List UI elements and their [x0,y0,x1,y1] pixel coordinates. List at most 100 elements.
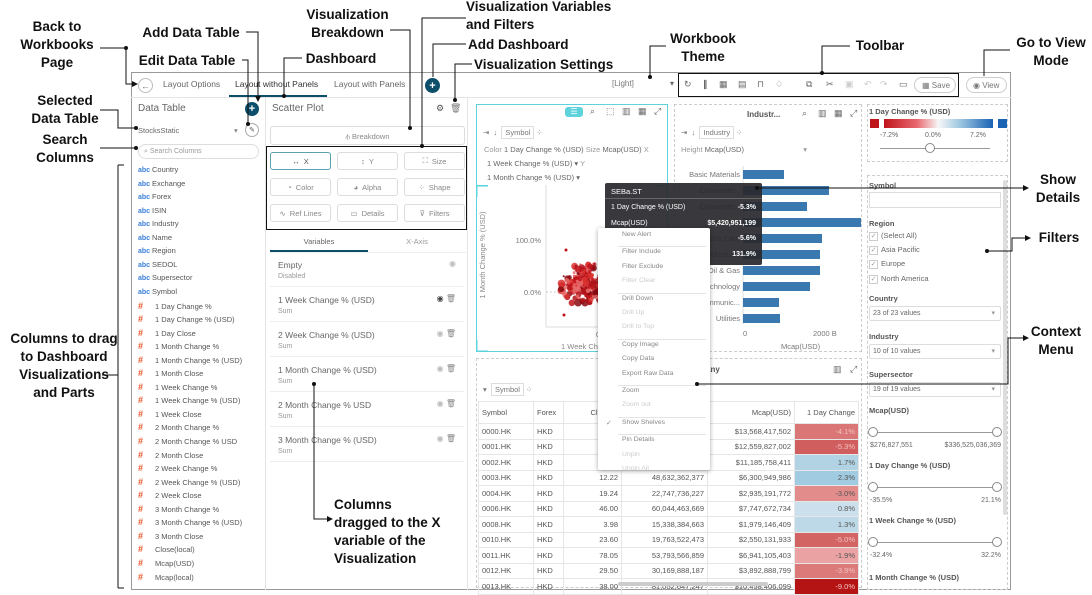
column-item[interactable]: #1 Week Close [138,409,202,419]
column-item[interactable]: #2 Month Change % [138,422,219,432]
trash-icon[interactable]: 🗑 [445,399,456,408]
menu-item-filter-clear[interactable]: Filter Clear [622,277,656,285]
menu-item-zoom-out[interactable]: Zoom out [622,401,651,409]
menu-item-copy-data[interactable]: Copy Data [622,355,655,363]
trash-icon[interactable]: 🗑 [445,364,456,373]
trash-icon[interactable]: 🗑 [450,103,462,113]
export-icon[interactable]: ▥ [622,106,631,116]
menu-item-drill-up[interactable]: Drill Up [622,309,645,316]
column-item[interactable]: # Mcap(local) [138,572,194,582]
variable-shape-button[interactable]: ⁘ Shape [404,178,465,196]
trash-icon[interactable]: 🗑 [445,434,456,443]
menu-item-new-alert[interactable]: New Alert [622,231,652,238]
variable-item[interactable]: 2 Week Change % (USD) Sum ◉ 🗑 [270,323,464,357]
shelf-industry[interactable]: Industry [699,126,735,139]
view-button[interactable]: ◉ View [966,77,1007,93]
region-checkbox[interactable]: ✓ North America [869,274,929,284]
pdf-icon[interactable]: ▤ [738,79,747,89]
trash-icon[interactable]: 🗑 [445,294,456,303]
variable-item[interactable]: Empty Disabled ◉ [270,253,464,287]
expand-icon[interactable]: ⤢ [654,106,662,116]
menu-item-drill-to-top[interactable]: Drill to Top [622,323,654,331]
expand-icon[interactable]: ⤢ [850,108,858,118]
horizontal-scrollbar[interactable] [618,582,768,586]
column-item[interactable]: abc Country [138,165,178,174]
filter-industry-select[interactable]: 10 of 10 values [869,344,1001,359]
range-min-knob[interactable] [868,482,878,492]
filter-country-select[interactable]: 23 of 23 values [869,306,1001,321]
range-slider[interactable] [868,537,1002,547]
search-icon[interactable]: ⌕ [802,108,808,118]
back-button[interactable]: ← [138,78,153,93]
column-item[interactable]: #1 Month Close [138,368,203,378]
range-slider[interactable] [868,427,1002,437]
variable-details-button[interactable]: ▭ Details [337,204,398,222]
column-item[interactable]: #1 Week Change % (USD) [138,395,240,405]
height-select[interactable]: Height Mcap(USD) ▾ [681,145,807,154]
column-item[interactable]: #1 Month Change % [138,341,219,351]
search-icon[interactable]: ⌕ [590,106,596,116]
column-item[interactable]: abc Forex [138,192,171,201]
variable-filters-button[interactable]: ⊽ Filters [404,204,465,222]
region-checkbox[interactable]: ✓ Asia Pacific [869,245,920,256]
column-item[interactable]: #3 Month Close [138,531,203,541]
tab-layout-with-panels[interactable]: Layout with Panels [334,79,406,89]
undo-icon[interactable]: ↶ [864,79,872,89]
redo-icon[interactable]: ↷ [880,79,888,89]
column-item[interactable]: abc SEDOL [138,260,177,269]
column-item[interactable]: #2 Week Change % (USD) [138,477,240,487]
range-min-knob[interactable] [868,537,878,547]
column-item[interactable]: # Mcap(USD) [138,558,194,568]
select-icon[interactable]: ⬚ [606,106,615,116]
bell-icon[interactable]: ♢ [775,79,784,89]
eye-icon[interactable]: ◉ [436,364,446,373]
shelf-symbol[interactable]: Symbol [490,383,524,396]
column-item[interactable]: abc Symbol [138,287,177,296]
variable-item[interactable]: 1 Month Change % (USD) Sum ◉ 🗑 [270,358,464,392]
range-max-knob[interactable] [992,482,1002,492]
column-item[interactable]: # Close(local) [138,544,195,554]
slider-knob[interactable] [925,143,935,153]
column-item[interactable]: #3 Month Change % [138,504,219,514]
copy-icon[interactable]: ⧉ [806,79,813,89]
filters-scrollbar[interactable] [1003,180,1007,515]
eye-icon[interactable]: ◉ [449,259,456,268]
column-header[interactable]: Forex [533,401,564,424]
legend-slider[interactable] [880,143,990,153]
theme-select[interactable]: [Light] ▾ [612,79,678,88]
tab-layout-options[interactable]: Layout Options [163,79,221,89]
column-header[interactable]: Symbol [478,401,534,424]
table-row[interactable]: 0008.HK HKD 3.98 15,338,384,663 $1,979,146,4… [478,516,859,533]
tab-x-axis[interactable]: X-Axis [406,237,428,246]
search-columns[interactable]: ⌕ Search Columns [138,144,259,159]
column-item[interactable]: #2 Month Close [138,450,203,460]
range-max-knob[interactable] [992,537,1002,547]
variable-item[interactable]: 3 Month Change % (USD) Sum ◉ 🗑 [270,428,464,462]
menu-item-filter-exclude[interactable]: Filter Exclude [622,262,664,270]
eye-icon[interactable]: ◉ [436,434,446,443]
table-row[interactable]: 0006.HK HKD 46.00 60,044,463,669 $7,747,672,… [478,500,859,517]
menu-button[interactable]: ☰ [565,107,583,117]
column-header[interactable]: Mcap(USD) [707,401,795,424]
menu-item-unpin-all[interactable]: Unpin All [622,465,649,472]
range-max-knob[interactable] [992,427,1002,437]
variable-color-button[interactable]: ◔ Color [270,178,331,196]
add-dashboard-button[interactable]: + [425,78,440,93]
refresh-icon[interactable]: ↻ [684,79,692,89]
eye-icon[interactable]: ◉ [436,399,446,408]
tab-layout-without-panels[interactable]: Layout without Panels [235,79,319,89]
table-row[interactable]: 0013.HK HKD 38.00 81,052,647,247 $10,458,406… [478,578,859,595]
column-item[interactable]: #3 Month Change % (USD) [138,517,242,527]
y-variable-select[interactable]: 1 Month Change % (USD) ▾ [487,173,580,182]
column-item[interactable]: #1 Week Change % [138,382,217,392]
eye-icon[interactable]: ◉ [436,329,446,338]
column-item[interactable]: #1 Day Change % [138,301,212,311]
table-row[interactable]: 0004.HK HKD 19.24 22,747,736,227 $2,935,191,… [478,485,859,502]
column-item[interactable]: #1 Day Close [138,328,196,338]
table-row[interactable]: 0010.HK HKD 23.60 19,763,522,473 $2,550,131,… [478,531,859,548]
column-item[interactable]: #1 Day Change % (USD) [138,314,235,324]
variable-y-button[interactable]: ↕ Y [337,152,398,170]
breakdown-button[interactable]: ⫛ Breakdown [270,126,465,145]
column-item[interactable]: abc Exchange [138,179,185,188]
edit-data-table-button[interactable]: ✎ [245,123,259,137]
